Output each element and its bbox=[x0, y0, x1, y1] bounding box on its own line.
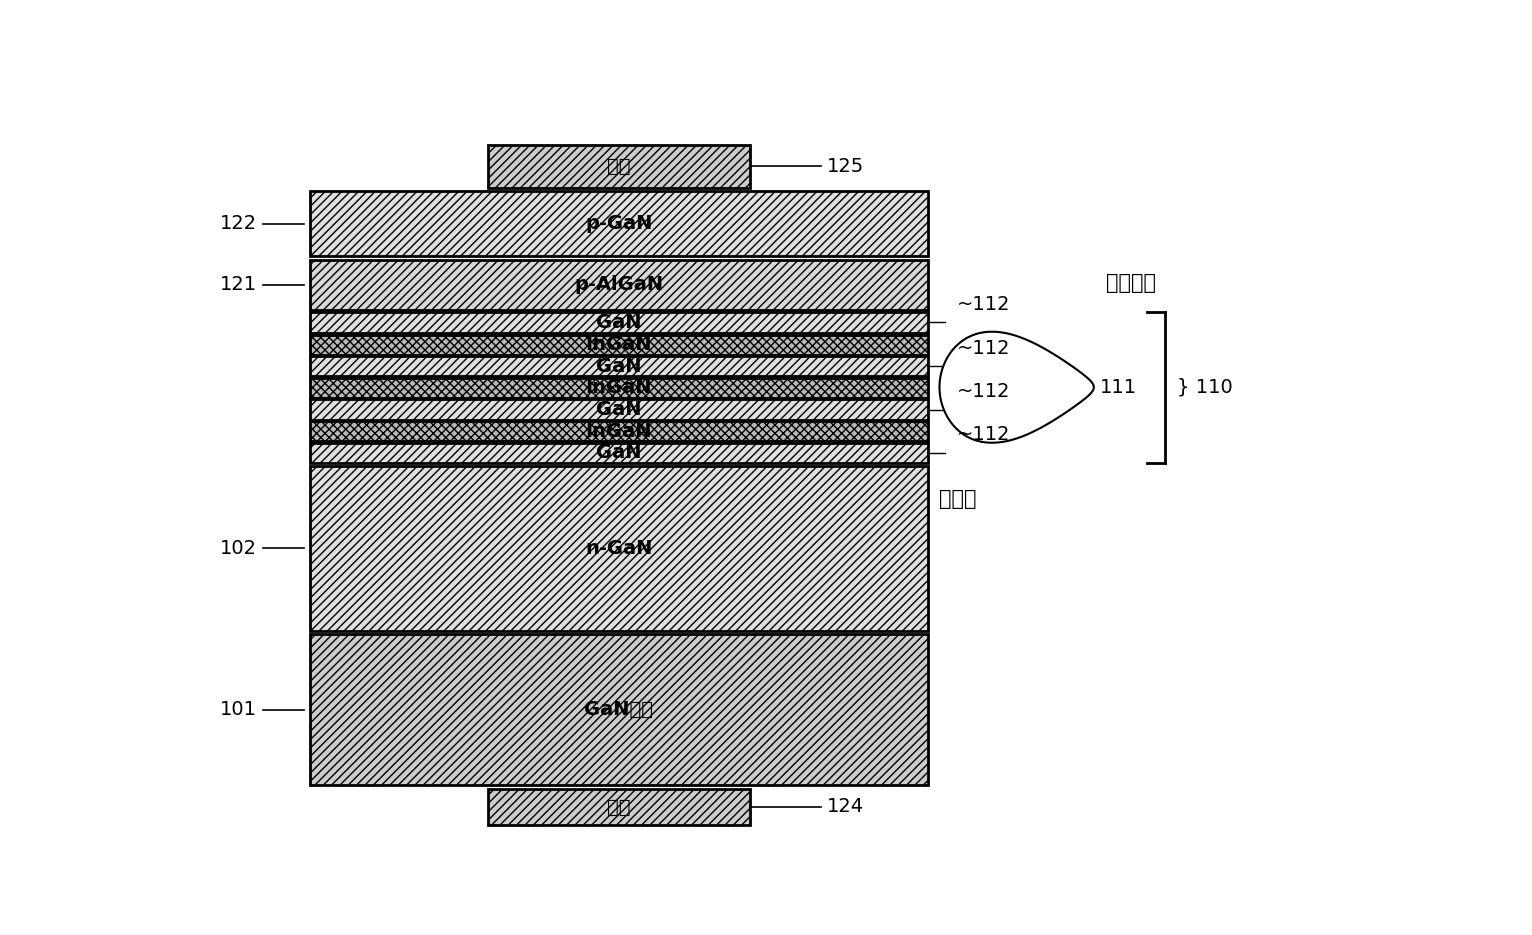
Text: ~112: ~112 bbox=[958, 295, 1011, 314]
Text: GaN基板: GaN基板 bbox=[584, 700, 654, 719]
Bar bbox=[309, 260, 928, 310]
Text: GaN: GaN bbox=[596, 443, 642, 462]
Bar bbox=[309, 467, 928, 630]
Text: 正极: 正极 bbox=[607, 157, 631, 176]
Text: 111: 111 bbox=[1100, 378, 1137, 396]
Text: InGaN: InGaN bbox=[585, 379, 653, 397]
Text: 122: 122 bbox=[219, 214, 257, 234]
Bar bbox=[489, 789, 749, 825]
Bar bbox=[309, 192, 928, 256]
Bar bbox=[309, 421, 928, 441]
Text: n-GaN: n-GaN bbox=[585, 539, 653, 558]
Bar bbox=[309, 311, 928, 333]
Text: 阻挡层: 阻挡层 bbox=[939, 489, 977, 509]
Polygon shape bbox=[939, 332, 1094, 443]
Text: 102: 102 bbox=[219, 539, 257, 558]
Bar bbox=[309, 335, 928, 354]
Text: InGaN: InGaN bbox=[585, 422, 653, 440]
Bar bbox=[309, 442, 928, 463]
Text: GaN: GaN bbox=[596, 313, 642, 332]
Text: 量子井层: 量子井层 bbox=[1106, 273, 1155, 293]
Text: 125: 125 bbox=[827, 157, 864, 176]
Text: ~112: ~112 bbox=[958, 382, 1011, 401]
Text: 负极: 负极 bbox=[607, 798, 631, 816]
Text: 121: 121 bbox=[219, 276, 257, 295]
Text: } 110: } 110 bbox=[1177, 378, 1233, 396]
Text: 124: 124 bbox=[827, 798, 864, 816]
Text: p-GaN: p-GaN bbox=[585, 214, 653, 234]
Text: p-AlGaN: p-AlGaN bbox=[574, 276, 663, 295]
Bar bbox=[309, 634, 928, 785]
Text: ~112: ~112 bbox=[958, 425, 1011, 444]
Text: InGaN: InGaN bbox=[585, 336, 653, 354]
Bar bbox=[309, 356, 928, 377]
Text: 101: 101 bbox=[219, 700, 257, 719]
Bar bbox=[489, 145, 749, 188]
Bar bbox=[309, 399, 928, 420]
Bar bbox=[309, 378, 928, 398]
Text: ~112: ~112 bbox=[958, 338, 1011, 358]
Text: GaN: GaN bbox=[596, 400, 642, 419]
Text: GaN: GaN bbox=[596, 357, 642, 376]
